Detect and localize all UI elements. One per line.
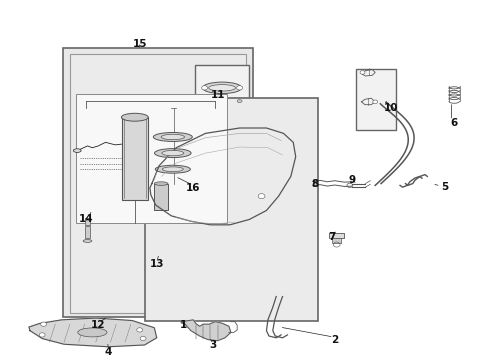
Ellipse shape [161, 134, 184, 140]
Circle shape [236, 86, 242, 90]
Ellipse shape [153, 132, 192, 141]
Bar [122, 117, 148, 200]
Bar [329, 233, 343, 238]
Text: 16: 16 [185, 183, 200, 193]
Text: 10: 10 [383, 103, 397, 113]
Polygon shape [181, 320, 230, 341]
Bar [70, 54, 246, 313]
Bar [144, 98, 317, 320]
Bar [76, 94, 227, 223]
Bar [84, 226, 90, 238]
Text: 3: 3 [209, 340, 216, 350]
Circle shape [140, 336, 146, 341]
Circle shape [201, 86, 207, 90]
Ellipse shape [208, 85, 235, 91]
Ellipse shape [154, 182, 167, 185]
Circle shape [258, 194, 264, 199]
Text: 14: 14 [79, 215, 93, 224]
Ellipse shape [237, 100, 242, 103]
Ellipse shape [162, 150, 183, 156]
Ellipse shape [154, 149, 191, 158]
Ellipse shape [202, 82, 241, 94]
Ellipse shape [121, 113, 148, 121]
Text: 9: 9 [347, 175, 355, 185]
Bar [146, 119, 199, 203]
Text: 7: 7 [328, 232, 335, 242]
Ellipse shape [83, 239, 92, 242]
Text: 11: 11 [210, 90, 224, 100]
Bar [84, 218, 90, 225]
Ellipse shape [155, 165, 190, 173]
Circle shape [39, 333, 45, 337]
Bar [63, 48, 253, 317]
Ellipse shape [162, 167, 183, 172]
Circle shape [359, 71, 364, 74]
Ellipse shape [78, 328, 107, 337]
Text: 6: 6 [449, 118, 457, 128]
Text: 15: 15 [132, 40, 146, 49]
Text: 4: 4 [104, 347, 111, 357]
Bar [355, 69, 395, 130]
Text: 13: 13 [149, 259, 163, 269]
Circle shape [41, 322, 46, 326]
Bar [331, 238, 340, 243]
Polygon shape [29, 318, 157, 347]
Text: 1: 1 [180, 320, 187, 330]
Text: 12: 12 [91, 320, 105, 330]
Text: 2: 2 [330, 334, 338, 345]
Circle shape [372, 100, 377, 104]
Bar [154, 184, 167, 211]
Bar [194, 65, 249, 108]
Circle shape [137, 328, 142, 332]
Text: 8: 8 [311, 179, 318, 189]
Ellipse shape [73, 149, 81, 152]
Text: 5: 5 [440, 182, 447, 192]
